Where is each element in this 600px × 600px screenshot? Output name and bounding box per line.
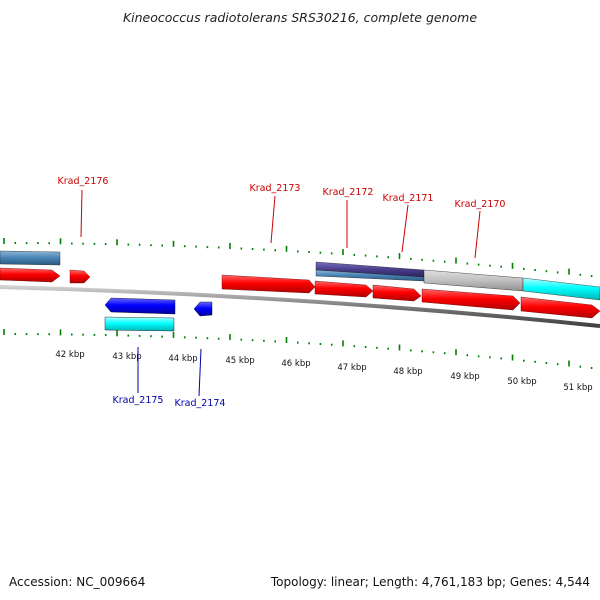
gene-label-krad-2173[interactable]: Krad_2173 xyxy=(250,183,301,194)
gene-label-krad-2176[interactable]: Krad_2176 xyxy=(58,176,109,187)
kbp-label: 42 kbp xyxy=(55,350,84,360)
gene-arrow-krad-2172[interactable] xyxy=(314,280,374,298)
gene-arrow-krad-2176[interactable] xyxy=(0,267,61,283)
kbp-label: 44 kbp xyxy=(168,354,197,364)
gene-arrow-krad-2170[interactable] xyxy=(421,288,521,311)
kbp-label: 49 kbp xyxy=(450,372,479,382)
gene-arrow-red-right[interactable] xyxy=(520,296,600,319)
cyan-feature-right[interactable] xyxy=(522,277,600,301)
genome-backbone xyxy=(0,285,600,328)
reverse-genes-track xyxy=(104,297,213,332)
gene-arrow-krad-2173[interactable] xyxy=(221,274,316,294)
kbp-label: 43 kbp xyxy=(112,352,141,362)
cyan-feature-lower[interactable] xyxy=(104,316,175,332)
kbp-ruler: 42 kbp 43 kbp 44 kbp 45 kbp 46 kbp 47 kb… xyxy=(55,350,592,393)
kbp-label: 48 kbp xyxy=(393,367,422,377)
kbp-label: 50 kbp xyxy=(507,377,536,387)
grey-feature[interactable] xyxy=(423,269,524,292)
tick-marks-bottom xyxy=(3,329,593,369)
gene-label-krad-2175[interactable]: Krad_2175 xyxy=(113,395,164,406)
tick-marks-top xyxy=(3,238,593,278)
gene-label-krad-2174[interactable]: Krad_2174 xyxy=(175,398,226,409)
kbp-label: 46 kbp xyxy=(281,359,310,369)
gene-arrow-krad-2174[interactable] xyxy=(193,301,213,317)
gene-arrow-red-small[interactable] xyxy=(69,269,91,284)
forward-genes-track xyxy=(0,267,600,319)
genome-summary-text: Topology: linear; Length: 4,761,183 bp; … xyxy=(270,575,590,589)
kbp-label: 45 kbp xyxy=(225,356,254,366)
leader-lines-top xyxy=(80,189,481,259)
leader-lines-bottom xyxy=(137,347,202,397)
gene-label-krad-2172[interactable]: Krad_2172 xyxy=(323,187,374,198)
map-title: Kineococcus radiotolerans SRS30216, comp… xyxy=(123,10,477,25)
gene-arrow-krad-2175[interactable] xyxy=(104,297,176,315)
gene-label-krad-2171[interactable]: Krad_2171 xyxy=(383,193,434,204)
kbp-label: 47 kbp xyxy=(337,363,366,373)
accession-text: Accession: NC_009664 xyxy=(9,575,145,589)
steel-feature-left[interactable] xyxy=(0,250,61,266)
kbp-label: 51 kbp xyxy=(563,383,592,393)
gene-arrow-krad-2171[interactable] xyxy=(372,284,422,302)
gene-label-krad-2170[interactable]: Krad_2170 xyxy=(455,199,506,210)
feature-track-upper xyxy=(0,250,600,301)
